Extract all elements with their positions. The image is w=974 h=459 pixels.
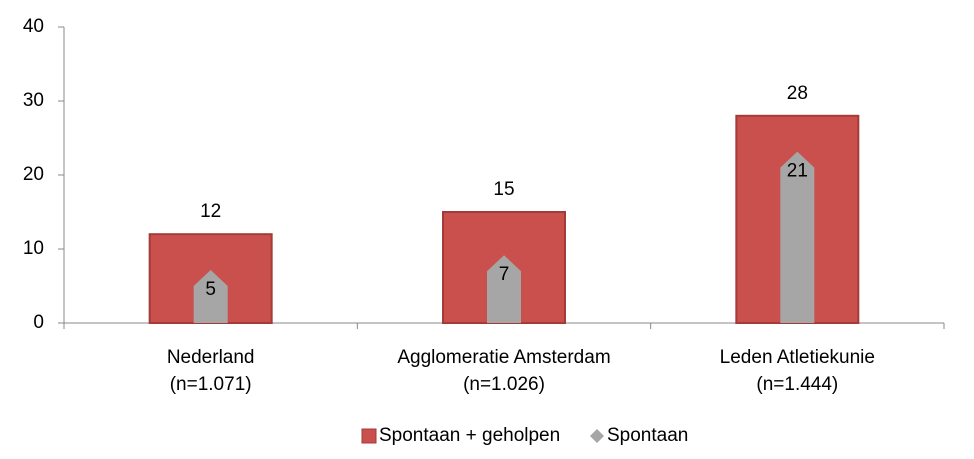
legend-swatch bbox=[361, 428, 377, 444]
data-label: 15 bbox=[493, 179, 514, 200]
legend-swatch bbox=[590, 429, 604, 443]
x-tick-label: Nederland bbox=[167, 347, 255, 368]
legend-label: Spontaan + geholpen bbox=[379, 425, 560, 446]
data-label: 7 bbox=[499, 264, 510, 285]
x-tick-label: (n=1.444) bbox=[756, 374, 838, 395]
y-tick-label: 20 bbox=[23, 164, 44, 185]
x-tick-label: (n=1.071) bbox=[170, 374, 252, 395]
y-tick-label: 40 bbox=[23, 16, 44, 37]
legend-label: Spontaan bbox=[607, 425, 688, 446]
bar bbox=[193, 270, 228, 323]
y-tick-label: 10 bbox=[23, 238, 44, 259]
data-label: 12 bbox=[200, 201, 221, 222]
x-tick-label: Agglomeratie Amsterdam bbox=[397, 347, 610, 368]
x-tick-label: (n=1.026) bbox=[463, 374, 545, 395]
data-label: 5 bbox=[205, 279, 216, 300]
data-label: 28 bbox=[787, 83, 808, 104]
bar bbox=[487, 255, 521, 323]
x-tick-label: Leden Atletiekunie bbox=[720, 347, 875, 368]
data-label: 21 bbox=[787, 161, 808, 182]
y-tick-label: 0 bbox=[33, 312, 44, 333]
bar bbox=[780, 151, 815, 323]
y-tick-label: 30 bbox=[23, 90, 44, 111]
